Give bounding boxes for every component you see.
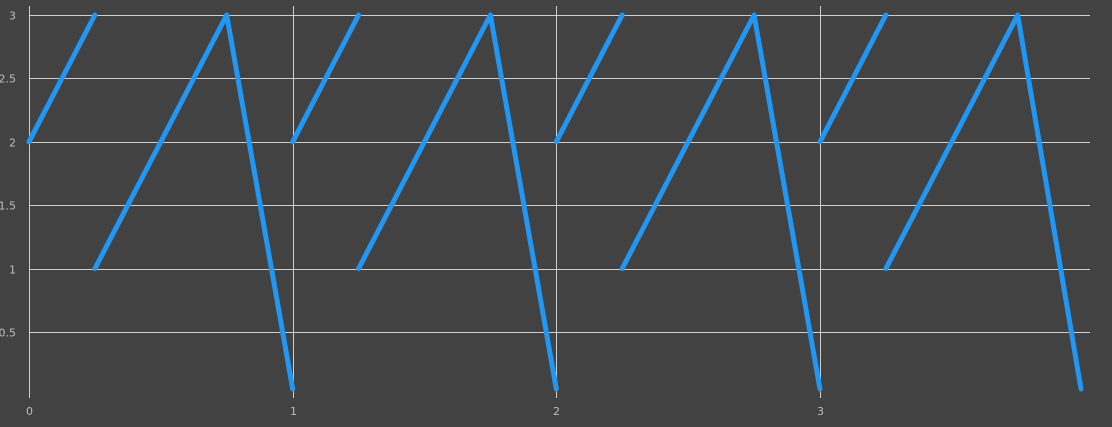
y-tick-label: 2.5 [0, 73, 16, 86]
tick-labels: 0.5 1 1.5 2 2.5 3 0 1 2 3 [0, 10, 824, 419]
series-line-segment [290, 12, 362, 145]
series-line-segment [356, 12, 559, 392]
series-sawtooth [26, 12, 1084, 392]
y-tick-label: 0.5 [0, 327, 16, 340]
x-tick-label: 2 [553, 405, 560, 418]
y-tick-label: 1 [9, 264, 16, 277]
series-line-segment [92, 12, 296, 392]
series-line-segment [553, 12, 625, 145]
y-tick-label: 2 [9, 137, 16, 150]
series-layer [26, 12, 1084, 392]
series-line-segment [619, 12, 823, 392]
x-tick-label: 0 [26, 405, 33, 418]
series-line-segment [883, 12, 1084, 392]
series-line-segment [26, 12, 98, 145]
y-tick-label: 3 [9, 10, 16, 23]
x-tick-label: 3 [817, 405, 824, 418]
grid [29, 6, 1090, 398]
y-tick-label: 1.5 [0, 200, 16, 213]
x-tick-label: 1 [290, 405, 297, 418]
series-line-segment [817, 12, 889, 145]
